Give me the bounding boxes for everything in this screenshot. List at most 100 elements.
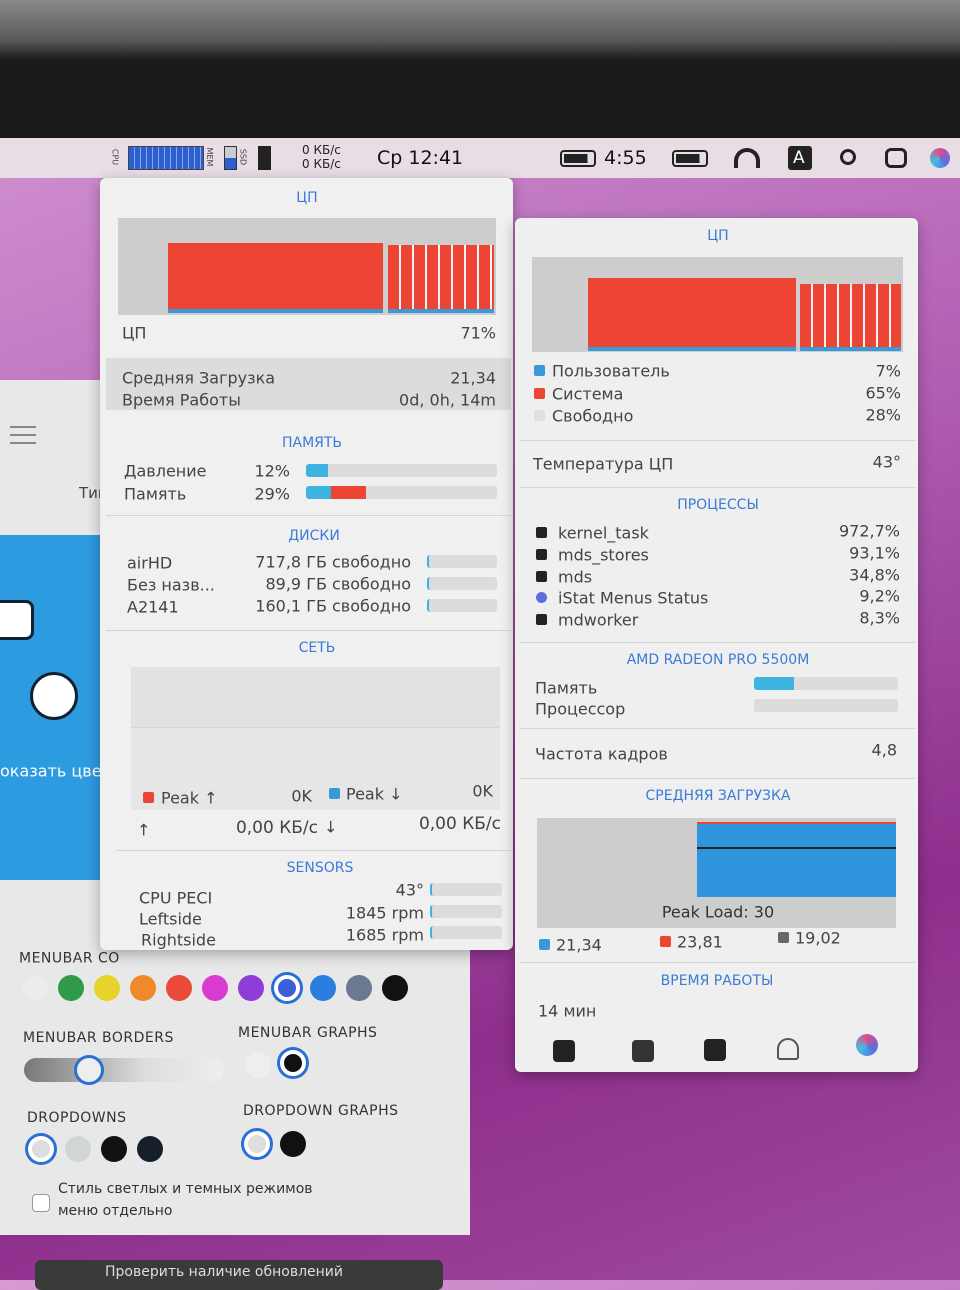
uptime-label: Время Работы <box>122 390 241 410</box>
color-swatch[interactable] <box>94 975 120 1001</box>
memory-label: Память <box>124 484 187 504</box>
cpu-legend-label: Свободно <box>552 406 634 426</box>
battery-time[interactable]: 4:55 <box>604 147 647 169</box>
color-swatch[interactable] <box>58 975 84 1001</box>
framerate-label: Частота кадров <box>535 744 668 764</box>
clock[interactable]: Ср 12:41 <box>377 147 464 169</box>
search-icon[interactable] <box>840 149 856 165</box>
app-icon[interactable] <box>704 1039 726 1061</box>
menubar-borders-label: MENUBAR BORDERS <box>23 1030 174 1046</box>
sensor-label: Leftside <box>139 909 202 929</box>
process-value: 93,1% <box>849 543 900 563</box>
color-swatch[interactable] <box>382 975 408 1001</box>
ssd-meter[interactable] <box>258 146 271 170</box>
dropdown-grey[interactable] <box>65 1136 91 1162</box>
memory-bar <box>306 486 497 499</box>
battery-icon[interactable] <box>560 150 596 167</box>
network-graph <box>131 667 500 810</box>
dropdown-navy[interactable] <box>137 1136 163 1162</box>
app-icon[interactable] <box>632 1040 654 1062</box>
fill <box>754 677 794 690</box>
process-icon <box>536 592 547 604</box>
mem-meter[interactable] <box>224 146 237 170</box>
show-colors[interactable]: оказать цве <box>0 761 102 781</box>
separator <box>520 440 915 441</box>
list-icon[interactable] <box>10 426 36 446</box>
checkbox[interactable] <box>32 1194 50 1212</box>
cpu-title: ЦП <box>296 190 318 206</box>
cpu-history <box>588 278 796 351</box>
app-icon[interactable] <box>777 1038 799 1060</box>
net-down[interactable]: 0 КБ/с <box>302 157 341 171</box>
separator <box>520 962 915 963</box>
system-swatch <box>534 388 545 399</box>
disk-free: 89,9 ГБ свободно <box>265 574 411 594</box>
network-title: СЕТЬ <box>298 640 336 656</box>
app-icon[interactable] <box>553 1040 575 1062</box>
peak-load: Peak Load: 30 <box>661 902 775 922</box>
wifi-icon[interactable] <box>734 148 760 168</box>
color-swatch[interactable] <box>238 975 264 1001</box>
cpu-legend-label: Система <box>552 384 624 404</box>
graph-option-selected[interactable] <box>280 1050 306 1076</box>
color-swatch[interactable] <box>310 975 336 1001</box>
input-source[interactable]: A <box>793 148 805 168</box>
siri-icon[interactable] <box>930 148 950 168</box>
sensor-value: 1685 rpm <box>345 925 424 945</box>
fill: MENUBAR CO <box>19 950 120 967</box>
cpu-title: ЦП <box>707 228 729 244</box>
disk-free: 160,1 ГБ свободно <box>255 596 411 616</box>
preview-icon <box>0 600 34 640</box>
separate-modes[interactable]: Стиль светлых и темных режимов меню отде… <box>58 1181 313 1219</box>
cpu-legend-value: 7% <box>875 361 901 381</box>
sensors-title: SENSORS <box>286 860 354 876</box>
battery-icon-2[interactable] <box>672 150 708 167</box>
color-swatch[interactable] <box>130 975 156 1001</box>
disk-name: airHD <box>127 553 173 573</box>
load-label: Средняя Загрузка <box>122 368 276 388</box>
dropdown-black[interactable] <box>101 1136 127 1162</box>
menubar-colors-label: MENUBAR CO <box>19 948 120 967</box>
control-center-icon[interactable] <box>885 148 907 168</box>
color-swatch[interactable] <box>202 975 228 1001</box>
framerate-value: 4,8 <box>871 740 897 760</box>
dropdown-graphs-label: DROPDOWN GRAPHS <box>243 1103 399 1119</box>
net-up[interactable]: 0 КБ/с <box>302 143 341 157</box>
graph-option[interactable] <box>245 1052 271 1078</box>
memory-label: Давление <box>124 461 207 481</box>
cpu-meter[interactable] <box>128 146 204 170</box>
update-button[interactable]: Проверить наличие обновлений <box>35 1260 443 1290</box>
color-swatch[interactable] <box>274 975 300 1001</box>
separator <box>520 642 915 643</box>
color-swatch[interactable] <box>22 975 48 1001</box>
input-box[interactable] <box>788 146 812 170</box>
cpu-label: ЦП <box>122 323 147 343</box>
disk-bar <box>427 555 497 568</box>
load-swatch-15 <box>778 932 789 943</box>
color-swatch[interactable] <box>346 975 372 1001</box>
uptime-value: 0d, 0h, 14m <box>399 390 496 410</box>
sensor-bar <box>430 883 502 896</box>
load-line <box>697 847 896 849</box>
load-swatch-1 <box>539 939 550 950</box>
cpu-value: 71% <box>460 323 496 343</box>
load-avg-title: СРЕДНЯЯ ЗАГРУЗКА <box>645 788 791 804</box>
dropdown-graph-dark[interactable] <box>280 1131 306 1157</box>
load-area <box>697 822 896 897</box>
uptime-title: ВРЕМЯ РАБОТЫ <box>660 973 774 989</box>
slider-knob[interactable] <box>74 1055 104 1085</box>
separator <box>106 630 511 631</box>
peak-down-value: 0K <box>472 781 493 801</box>
app-icon[interactable] <box>856 1034 878 1056</box>
dropdown-light[interactable] <box>28 1136 54 1162</box>
process-value: 972,7% <box>838 521 900 541</box>
cpu-legend-label: Пользователь <box>552 361 670 381</box>
border-slider[interactable] <box>24 1058 224 1082</box>
process-value: 9,2% <box>859 586 900 606</box>
down-arrow: ↓ <box>324 817 338 837</box>
dropdown-graph-light[interactable] <box>244 1131 270 1157</box>
sensor-label: CPU PECI <box>139 888 213 908</box>
user-swatch <box>534 365 545 376</box>
color-swatch[interactable] <box>166 975 192 1001</box>
